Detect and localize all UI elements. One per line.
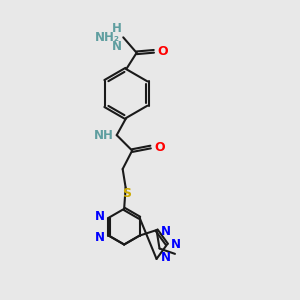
Text: N: N [95, 231, 105, 244]
Text: S: S [122, 188, 131, 200]
Text: N: N [171, 238, 181, 251]
Text: N: N [112, 40, 122, 53]
Text: N: N [160, 251, 170, 264]
Text: NH: NH [94, 129, 114, 142]
Text: O: O [154, 140, 165, 154]
Text: H: H [112, 22, 122, 35]
Text: O: O [158, 45, 168, 58]
Text: N: N [95, 210, 105, 223]
Text: NH₂: NH₂ [95, 31, 120, 44]
Text: N: N [160, 225, 170, 238]
